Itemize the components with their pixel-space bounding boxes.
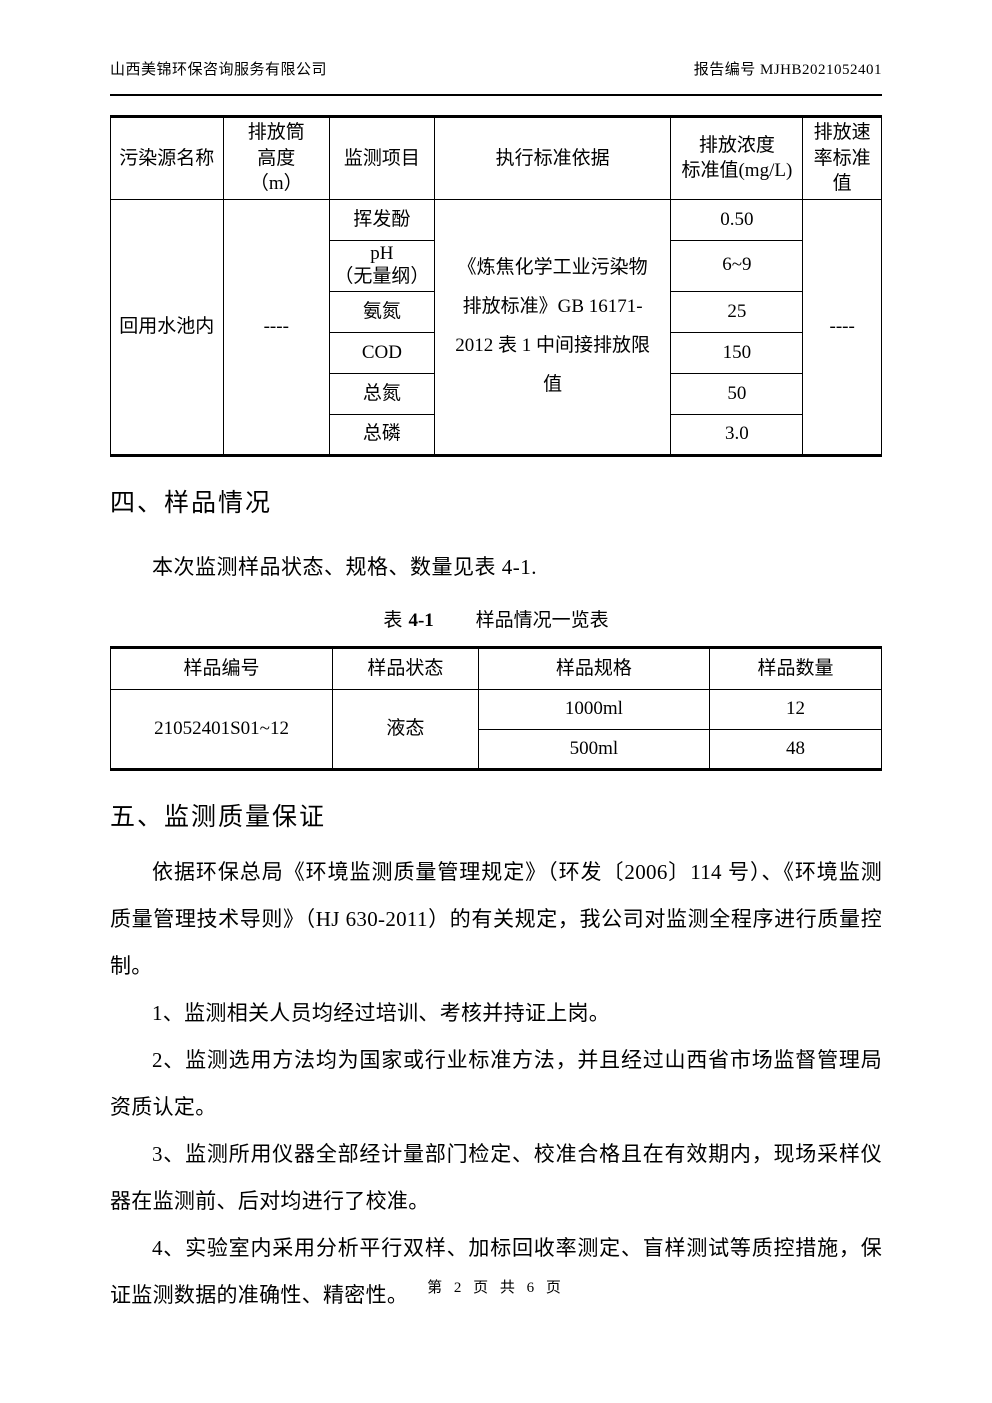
col-header-standard: 执行标准依据 [433,116,672,200]
col-header-concentration: 排放浓度 标准值(mg/L) [670,116,804,200]
sample-table-header-row: 样品编号 样品状态 样品规格 样品数量 [109,646,882,690]
page-footer: 第 2 页 共 6 页 [427,1280,565,1296]
table-row: 21052401S01~12 液态 1000ml 12 [109,688,882,770]
limit-cell: 3.0 [670,413,804,456]
section5-heading: 五、监测质量保证 [110,803,327,831]
sample-table: 样品编号 样品状态 样品规格 样品数量 21052401S01~12 液态 10… [109,645,882,771]
sample-spec-cell: 1000ml [477,688,711,730]
stack-height-cell: ---- [222,198,330,456]
item-cell: COD [328,331,435,374]
company-name: 山西美锦环保咨询服务有限公司 [110,62,328,78]
item-cell: 氨氮 [328,290,435,333]
sample-qty-cell: 12 [709,688,882,730]
page-content: 山西美锦环保咨询服务有限公司 报告编号 MJHB2021052401 污染源名称… [109,0,882,1319]
qa-paragraph: 依据环保总局《环境监测质量管理规定》（环发〔2006〕114 号）、《环境监测质… [110,859,882,978]
sample-state-cell: 液态 [332,688,479,770]
table-caption: 表 4-1 样品情况一览表 [110,605,882,632]
item-cell: 总磷 [328,413,435,456]
limit-cell: 150 [670,331,804,374]
report-number: 报告编号 MJHB2021052401 [693,62,882,78]
qa-paragraph: 4、实验室内采用分析平行双样、加标回收率测定、盲样测试等质控措施，保证监测数据的… [110,1235,882,1307]
limit-cell: 25 [670,290,804,333]
limit-cell: 6~9 [670,239,804,292]
col-header-stack-height: 排放筒 高度 （m） [222,116,330,200]
table-row: 总氮 50 [111,372,882,415]
qa-paragraph: 3、监测所用仪器全部经计量部门检定、校准合格且在有效期内，现场采样仪器在监测前、… [110,1141,882,1213]
item-cell: 挥发酚 [328,198,435,241]
col-header-sample-spec: 样品规格 [477,646,711,690]
standard-basis-cell: 《炼焦化学工业污染物排放标准》GB 16171-2012 表 1 中间接排放限值 [433,198,672,456]
standards-table-header-row: 污染源名称 排放筒 高度 （m） 监测项目 执行标准依据 排放浓度 标准值(mg… [110,116,882,200]
caption-number: 4-1 [408,609,434,631]
sample-qty-cell: 48 [709,728,882,770]
table-row: 氨氮 25 [111,290,882,333]
limit-cell: 0.50 [670,198,804,241]
col-header-rate: 排放速 率标准 值 [802,116,882,200]
col-header-source: 污染源名称 [110,116,224,200]
standards-table: 污染源名称 排放筒 高度 （m） 监测项目 执行标准依据 排放浓度 标准值(mg… [110,115,882,457]
section5-body: 依据环保总局《环境监测质量管理规定》（环发〔2006〕114 号）、《环境监测质… [110,849,882,1319]
col-header-sample-qty: 样品数量 [709,646,882,690]
section4-heading: 四、样品情况 [110,489,273,517]
source-name-cell: 回用水池内 [110,198,224,456]
qa-paragraph: 2、监测选用方法均为国家或行业标准方法，并且经过山西省市场监督管理局资质认定。 [110,1047,882,1119]
col-header-sample-state: 样品状态 [332,646,479,690]
section4-intro: 本次监测样品状态、规格、数量见表 4-1. [152,554,537,579]
sample-id-cell: 21052401S01~12 [109,688,334,770]
caption-prefix: 表 [383,609,403,631]
sample-spec-cell: 500ml [477,728,711,770]
rate-value-cell: ---- [802,198,882,456]
item-cell: 总氮 [328,372,435,415]
page-header: 山西美锦环保咨询服务有限公司 报告编号 MJHB2021052401 [110,0,882,96]
col-header-sample-id: 样品编号 [109,646,334,690]
table-row: pH （无量纲） 6~9 [111,239,882,292]
table-row: 回用水池内 ---- 挥发酚 《炼焦化学工业污染物排放标准》GB 16171-2… [110,198,882,456]
table-row: 总磷 3.0 [111,413,882,456]
item-cell: pH （无量纲） [328,239,435,292]
limit-cell: 50 [670,372,804,415]
caption-title: 样品情况一览表 [475,609,609,631]
col-header-item: 监测项目 [328,116,435,200]
table-row: 500ml 48 [111,728,882,770]
table-row: COD 150 [111,331,882,374]
qa-paragraph: 1、监测相关人员均经过培训、考核并持证上岗。 [152,1000,611,1025]
